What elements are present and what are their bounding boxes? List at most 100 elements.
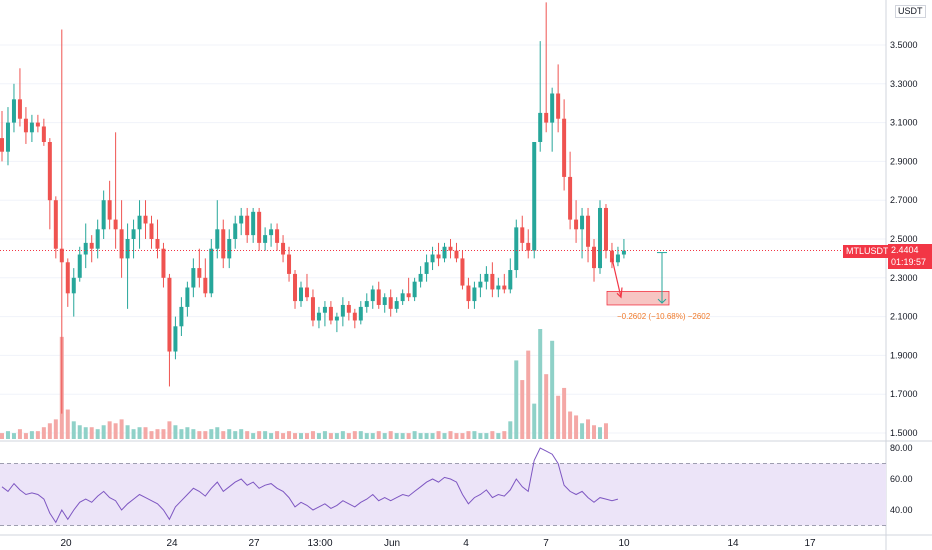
measure-arrow (657, 298, 667, 304)
volume-bar (382, 433, 387, 439)
volume-bar (454, 433, 459, 439)
candle-body (574, 219, 579, 230)
volume-bar (412, 431, 417, 439)
candle-body (263, 235, 268, 243)
candle-body (400, 293, 405, 302)
price-axis-label: 3.3000 (890, 79, 918, 89)
volume-bar (322, 431, 327, 439)
candle-body (215, 229, 220, 249)
candle-body (89, 242, 94, 249)
candle-body (95, 229, 100, 249)
candle-body (490, 273, 495, 290)
volume-bar (508, 421, 513, 439)
candle-body (101, 200, 106, 230)
candle-body (376, 289, 381, 305)
ticker-badge: MTLUSDT (843, 245, 892, 258)
volume-bar (430, 433, 435, 439)
volume-bar (316, 433, 321, 439)
candle-body (197, 268, 202, 278)
volume-bar (550, 340, 555, 439)
volume-bar (556, 395, 561, 439)
candle-body (586, 215, 591, 247)
volume-bar (532, 403, 537, 439)
volume-bar (179, 429, 184, 439)
volume-bar (484, 433, 489, 439)
candle-body (388, 297, 393, 309)
volume-bar (251, 433, 256, 439)
candle-body (418, 273, 423, 282)
candle-body (352, 312, 357, 321)
volume-bar (203, 431, 208, 439)
volume-bar (603, 423, 608, 439)
time-axis-label: 24 (166, 538, 178, 549)
rsi-axis-label: 80.00 (890, 443, 913, 453)
candle-body (514, 227, 519, 271)
volume-bar (448, 431, 453, 439)
candle-body (526, 242, 531, 251)
candle-body (83, 242, 88, 255)
volume-bar (514, 360, 519, 439)
candle-body (5, 122, 10, 152)
volume-bar (310, 431, 315, 439)
volume-bar (23, 433, 28, 439)
volume-bar (137, 427, 142, 439)
currency-label[interactable]: USDT (895, 5, 926, 18)
volume-bar (41, 427, 46, 439)
candle-body (203, 277, 208, 294)
candle-body (47, 142, 52, 201)
last-price-value: 2.4404 (891, 245, 919, 255)
measure-box (606, 290, 670, 306)
candle-body (137, 215, 142, 230)
volume-bar (5, 431, 10, 439)
candle-body (269, 229, 274, 236)
candle-body (424, 262, 429, 274)
time-axis[interactable]: 20 24 27 13:00 Jun 4 7 10 14 17 (60, 538, 816, 549)
time-axis-label: 10 (618, 538, 630, 549)
candle-body (119, 229, 124, 259)
candle-body (221, 229, 226, 259)
price-axis-label: 3.1000 (890, 118, 918, 128)
candle-body (293, 273, 298, 302)
candle-body (251, 211, 256, 236)
volume-bar (490, 431, 495, 439)
candle-body (257, 211, 262, 243)
measure-label: −0.2602 (−10.68%) −2602 (617, 312, 711, 321)
time-axis-label: Jun (384, 538, 400, 549)
candle-body (11, 99, 16, 123)
price-axis[interactable]: 3.5000 3.3000 3.1000 2.9000 2.7000 2.5000 2.30… (890, 40, 918, 515)
volume-bar (406, 433, 411, 439)
volume-bar (11, 433, 16, 439)
volume-bar (53, 419, 58, 439)
candle-body (568, 176, 573, 220)
price-axis-label: 2.7000 (890, 195, 918, 205)
candle-body (615, 254, 620, 263)
volume-bar (544, 374, 549, 439)
time-axis-label: 27 (248, 538, 260, 549)
volume-bar (334, 433, 339, 439)
price-axis-label: 1.9000 (890, 350, 918, 360)
volume-bar (418, 433, 423, 439)
price-axis-label: 2.1000 (890, 312, 918, 322)
volume-bar (269, 433, 274, 439)
candle-body (478, 281, 483, 288)
candle-body (346, 304, 351, 313)
candle-body (0, 138, 4, 152)
volume-bar (113, 423, 118, 439)
volume-bar (107, 421, 112, 439)
volume-bar (466, 431, 471, 439)
volume-bar (191, 429, 196, 439)
candle-body (245, 215, 250, 236)
candle-body (412, 281, 417, 298)
candle-body (598, 207, 602, 269)
candle-body (592, 246, 597, 269)
volume-bar (185, 427, 190, 439)
volume-bar (346, 433, 351, 439)
candle-body (125, 239, 130, 259)
candlestick-series (0, 2, 626, 414)
volume-bar (233, 431, 238, 439)
candle-body (532, 142, 537, 251)
volume-bar (376, 431, 381, 439)
candle-body (77, 254, 82, 278)
measure-tool-overlay[interactable] (0, 250, 886, 306)
